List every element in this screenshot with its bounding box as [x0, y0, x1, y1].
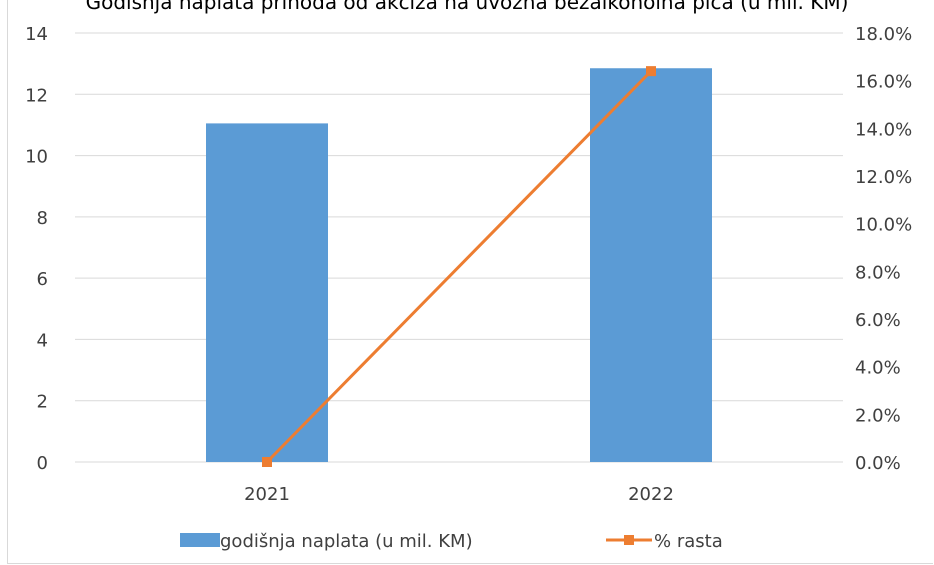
right-tick-label: 16.0% [855, 72, 912, 93]
left-tick-label: 6 [37, 269, 48, 290]
right-axis-ticks: 0.0% 2.0% 4.0% 6.0% 8.0% 10.0% 12.0% 14.0% 16.0%… [855, 24, 912, 474]
x-tick-label: 2021 [244, 484, 290, 505]
chart-frame [7, 0, 933, 564]
bar [206, 123, 328, 463]
left-tick-label: 10 [25, 147, 48, 168]
right-tick-label: 4.0% [855, 358, 901, 379]
x-tick-label: 2022 [628, 484, 674, 505]
x-axis-ticks: 2021 2022 [244, 484, 674, 505]
legend-swatch-bar [180, 533, 220, 547]
left-tick-label: 4 [37, 330, 48, 351]
chart-title: Godišnja naplata prihoda od akciza na uv… [85, 0, 849, 14]
line-series [262, 66, 656, 467]
right-tick-label: 18.0% [855, 24, 912, 45]
right-tick-label: 10.0% [855, 215, 912, 236]
right-tick-label: 12.0% [855, 167, 912, 188]
legend-label-bar: godišnja naplata (u mil. KM) [220, 531, 473, 552]
line-marker [646, 66, 656, 77]
left-tick-label: 12 [25, 85, 48, 106]
right-tick-label: 6.0% [855, 310, 901, 331]
left-tick-label: 8 [37, 208, 48, 229]
line-path [265, 70, 653, 464]
bar-series [206, 68, 712, 463]
right-tick-label: 0.0% [855, 453, 901, 474]
left-tick-label: 14 [25, 24, 48, 45]
legend: godišnja naplata (u mil. KM) % rasta [180, 531, 723, 552]
right-tick-label: 2.0% [855, 405, 901, 426]
left-tick-label: 0 [37, 453, 48, 474]
right-tick-label: 8.0% [855, 262, 901, 283]
left-tick-label: 2 [37, 392, 48, 413]
bar [590, 68, 712, 462]
right-tick-label: 14.0% [855, 119, 912, 140]
legend-swatch-marker [624, 535, 634, 545]
legend-label-line: % rasta [654, 531, 723, 552]
gridlines [75, 32, 843, 463]
line-marker [262, 457, 272, 467]
left-axis-ticks: 0 2 4 6 8 10 12 14 [25, 24, 48, 474]
